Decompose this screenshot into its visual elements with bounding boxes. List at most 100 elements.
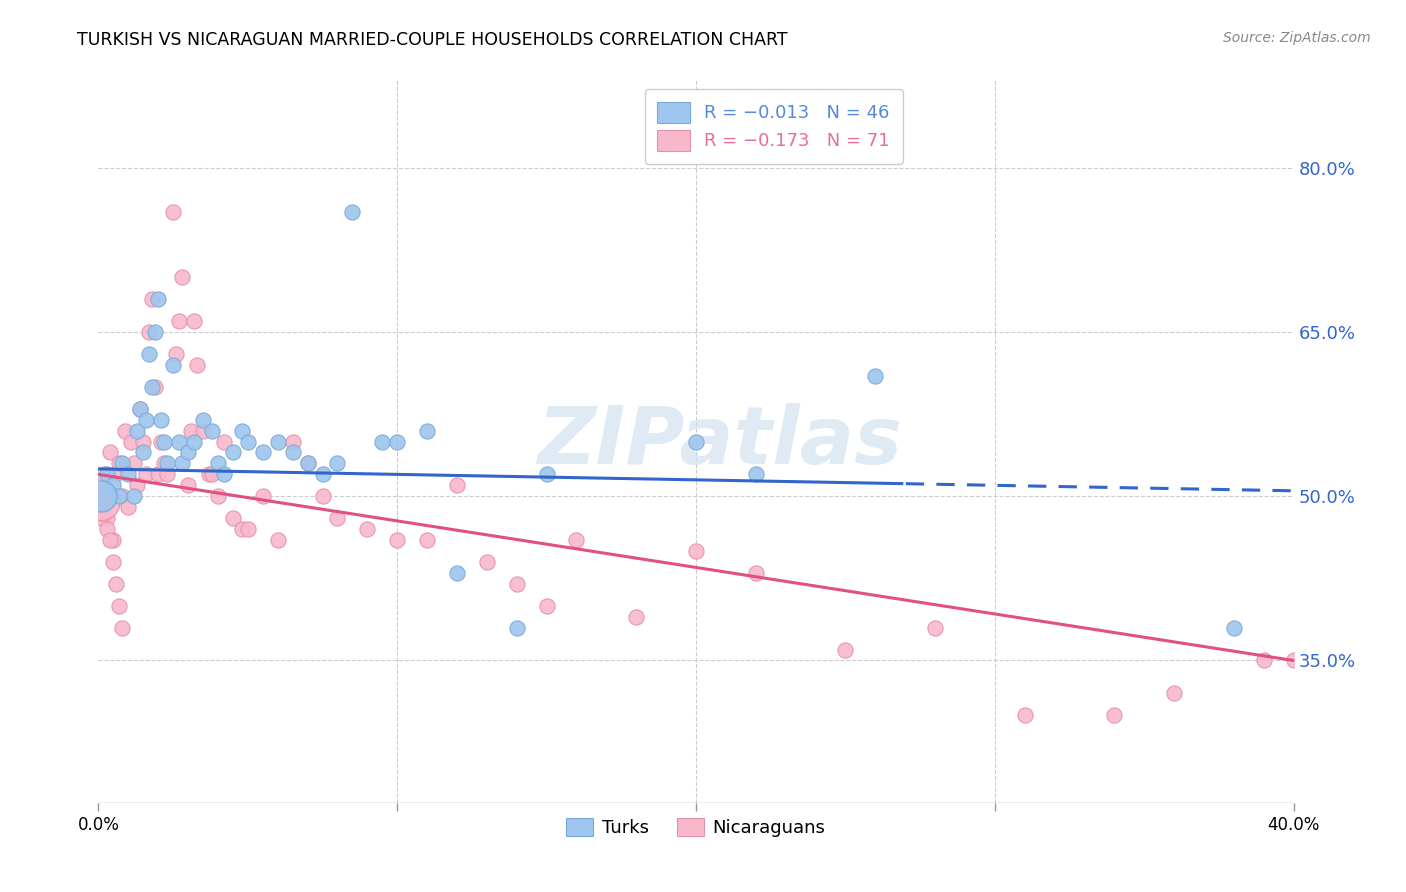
Point — [135, 467, 157, 482]
Point — [231, 522, 253, 536]
Legend: Turks, Nicaraguans: Turks, Nicaraguans — [560, 811, 832, 845]
Point — [222, 511, 245, 525]
Point — [108, 489, 131, 503]
Point — [183, 314, 205, 328]
Point — [626, 609, 648, 624]
Point — [416, 424, 439, 438]
Point — [105, 577, 128, 591]
Point — [156, 457, 179, 471]
Point — [1253, 653, 1275, 667]
Point — [129, 401, 152, 416]
Point — [138, 325, 160, 339]
Point — [924, 621, 946, 635]
Point — [177, 445, 200, 459]
Point — [135, 412, 157, 426]
Point — [186, 358, 208, 372]
Point — [141, 380, 163, 394]
Point — [111, 621, 134, 635]
Point — [326, 457, 349, 471]
Point — [685, 434, 707, 449]
Point — [117, 500, 139, 515]
Point — [103, 533, 125, 547]
Point — [326, 511, 349, 525]
Point — [90, 489, 112, 503]
Point — [153, 457, 176, 471]
Point — [1163, 686, 1185, 700]
Point — [201, 424, 224, 438]
Point — [98, 445, 122, 459]
Point — [167, 434, 190, 449]
Point — [114, 424, 136, 438]
Point — [148, 292, 170, 306]
Point — [236, 434, 259, 449]
Point — [745, 566, 768, 580]
Point — [96, 467, 118, 482]
Point — [103, 555, 125, 569]
Point — [475, 555, 498, 569]
Point — [191, 424, 214, 438]
Point — [172, 270, 194, 285]
Point — [153, 434, 176, 449]
Point — [207, 489, 229, 503]
Point — [191, 412, 214, 426]
Point — [90, 494, 112, 508]
Point — [132, 434, 155, 449]
Point — [96, 522, 118, 536]
Point — [132, 445, 155, 459]
Point — [96, 511, 118, 525]
Text: Source: ZipAtlas.com: Source: ZipAtlas.com — [1223, 31, 1371, 45]
Point — [111, 489, 134, 503]
Text: ZIPatlas: ZIPatlas — [537, 402, 903, 481]
Point — [165, 347, 187, 361]
Point — [120, 434, 142, 449]
Point — [745, 467, 768, 482]
Point — [183, 434, 205, 449]
Point — [212, 467, 235, 482]
Point — [371, 434, 394, 449]
Point — [150, 412, 173, 426]
Point — [117, 467, 139, 482]
Point — [108, 457, 131, 471]
Point — [236, 522, 259, 536]
Point — [129, 401, 152, 416]
Point — [536, 467, 558, 482]
Point — [198, 467, 221, 482]
Text: TURKISH VS NICARAGUAN MARRIED-COUPLE HOUSEHOLDS CORRELATION CHART: TURKISH VS NICARAGUAN MARRIED-COUPLE HOU… — [77, 31, 787, 49]
Point — [416, 533, 439, 547]
Point — [565, 533, 588, 547]
Point — [297, 457, 319, 471]
Point — [124, 489, 146, 503]
Point — [143, 325, 166, 339]
Point — [281, 434, 304, 449]
Point — [297, 457, 319, 471]
Point — [252, 445, 274, 459]
Point — [311, 467, 333, 482]
Point — [222, 445, 245, 459]
Point — [98, 533, 122, 547]
Point — [172, 457, 194, 471]
Point — [93, 489, 115, 503]
Point — [162, 358, 184, 372]
Point — [167, 314, 190, 328]
Point — [356, 522, 378, 536]
Point — [93, 467, 115, 482]
Point — [834, 642, 856, 657]
Point — [108, 599, 131, 613]
Point — [1014, 708, 1036, 723]
Point — [506, 621, 529, 635]
Point — [141, 292, 163, 306]
Point — [685, 544, 707, 558]
Point — [231, 424, 253, 438]
Point — [148, 467, 170, 482]
Point — [103, 478, 125, 492]
Point — [156, 467, 179, 482]
Point — [1104, 708, 1126, 723]
Point — [143, 380, 166, 394]
Point — [212, 434, 235, 449]
Point — [252, 489, 274, 503]
Point — [446, 566, 468, 580]
Point — [90, 489, 112, 503]
Point — [267, 533, 290, 547]
Point — [162, 204, 184, 219]
Point — [207, 457, 229, 471]
